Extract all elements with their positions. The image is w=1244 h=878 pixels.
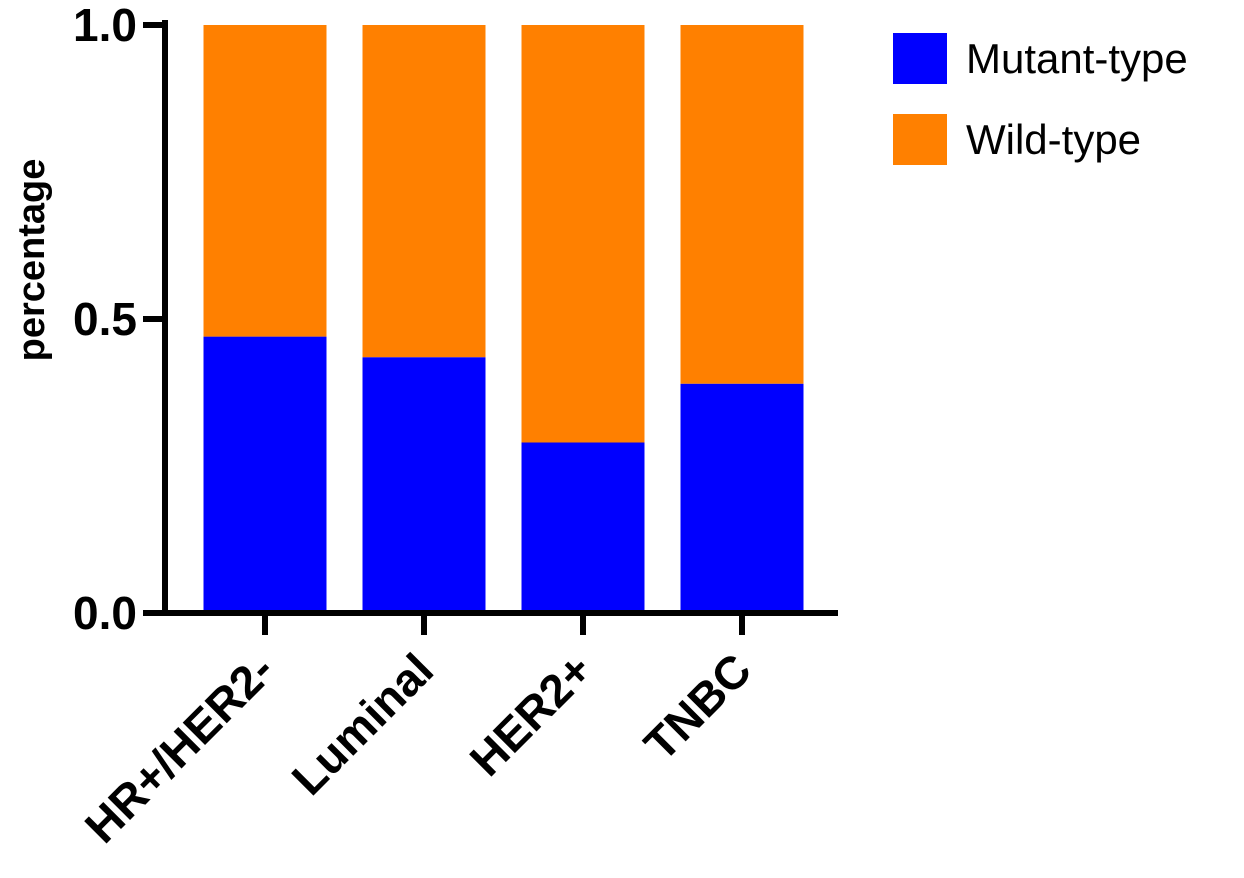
legend: Mutant-type Wild-type <box>893 33 1188 165</box>
bar-wild-type-her2- <box>521 25 645 443</box>
x-tick-label: Luminal <box>282 643 443 804</box>
bar-wild-type-luminal <box>362 25 486 358</box>
bar-wild-type-tnbc <box>680 25 804 384</box>
x-ticks: HR+/HER2-Luminal HER2+ TNBC <box>75 613 761 853</box>
legend-swatch-wild-type <box>893 114 947 165</box>
x-tick-label: HER2+ <box>460 643 603 786</box>
bar-mutant-type-tnbc <box>680 383 804 613</box>
y-tick-label: 0.5 <box>73 293 137 345</box>
y-tick-label: 1.0 <box>73 0 137 51</box>
legend-label-wild-type: Wild-type <box>966 116 1141 163</box>
bar-mutant-type-hr-her2- <box>203 336 327 613</box>
legend-label-mutant-type: Mutant-type <box>966 35 1188 82</box>
bar-mutant-type-luminal <box>362 357 486 613</box>
y-ticks: 0.0 0.5 1.0 <box>73 0 165 639</box>
y-axis-title: percentage <box>11 159 53 362</box>
bar-wild-type-hr-her2- <box>203 25 327 337</box>
bars <box>203 25 804 613</box>
y-tick-label: 0.0 <box>73 587 137 639</box>
x-tick-label: TNBC <box>634 643 761 770</box>
legend-swatch-mutant-type <box>893 33 947 84</box>
x-tick-label: HR+/HER2- <box>75 643 284 852</box>
bar-mutant-type-her2- <box>521 442 645 613</box>
